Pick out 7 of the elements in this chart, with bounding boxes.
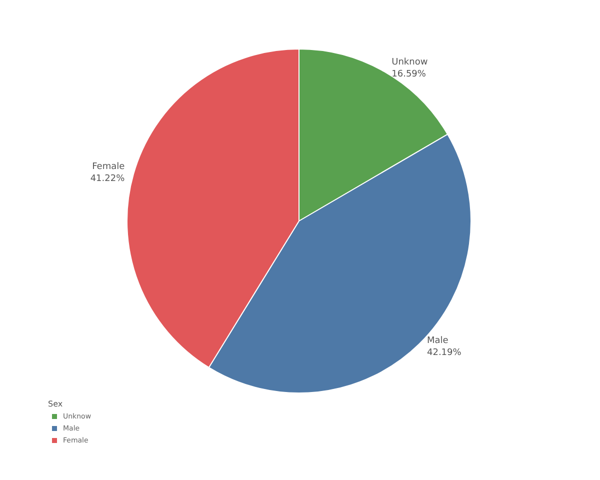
data-label: 41.22% [90, 174, 126, 184]
legend-title: Sex [48, 400, 63, 408]
slice-label: Unknow [392, 57, 428, 68]
data-label: 42.19% [426, 348, 462, 358]
data-label: 16.59% [392, 69, 426, 80]
slice-label: Male [426, 336, 449, 346]
slice-label: Female [92, 162, 126, 172]
